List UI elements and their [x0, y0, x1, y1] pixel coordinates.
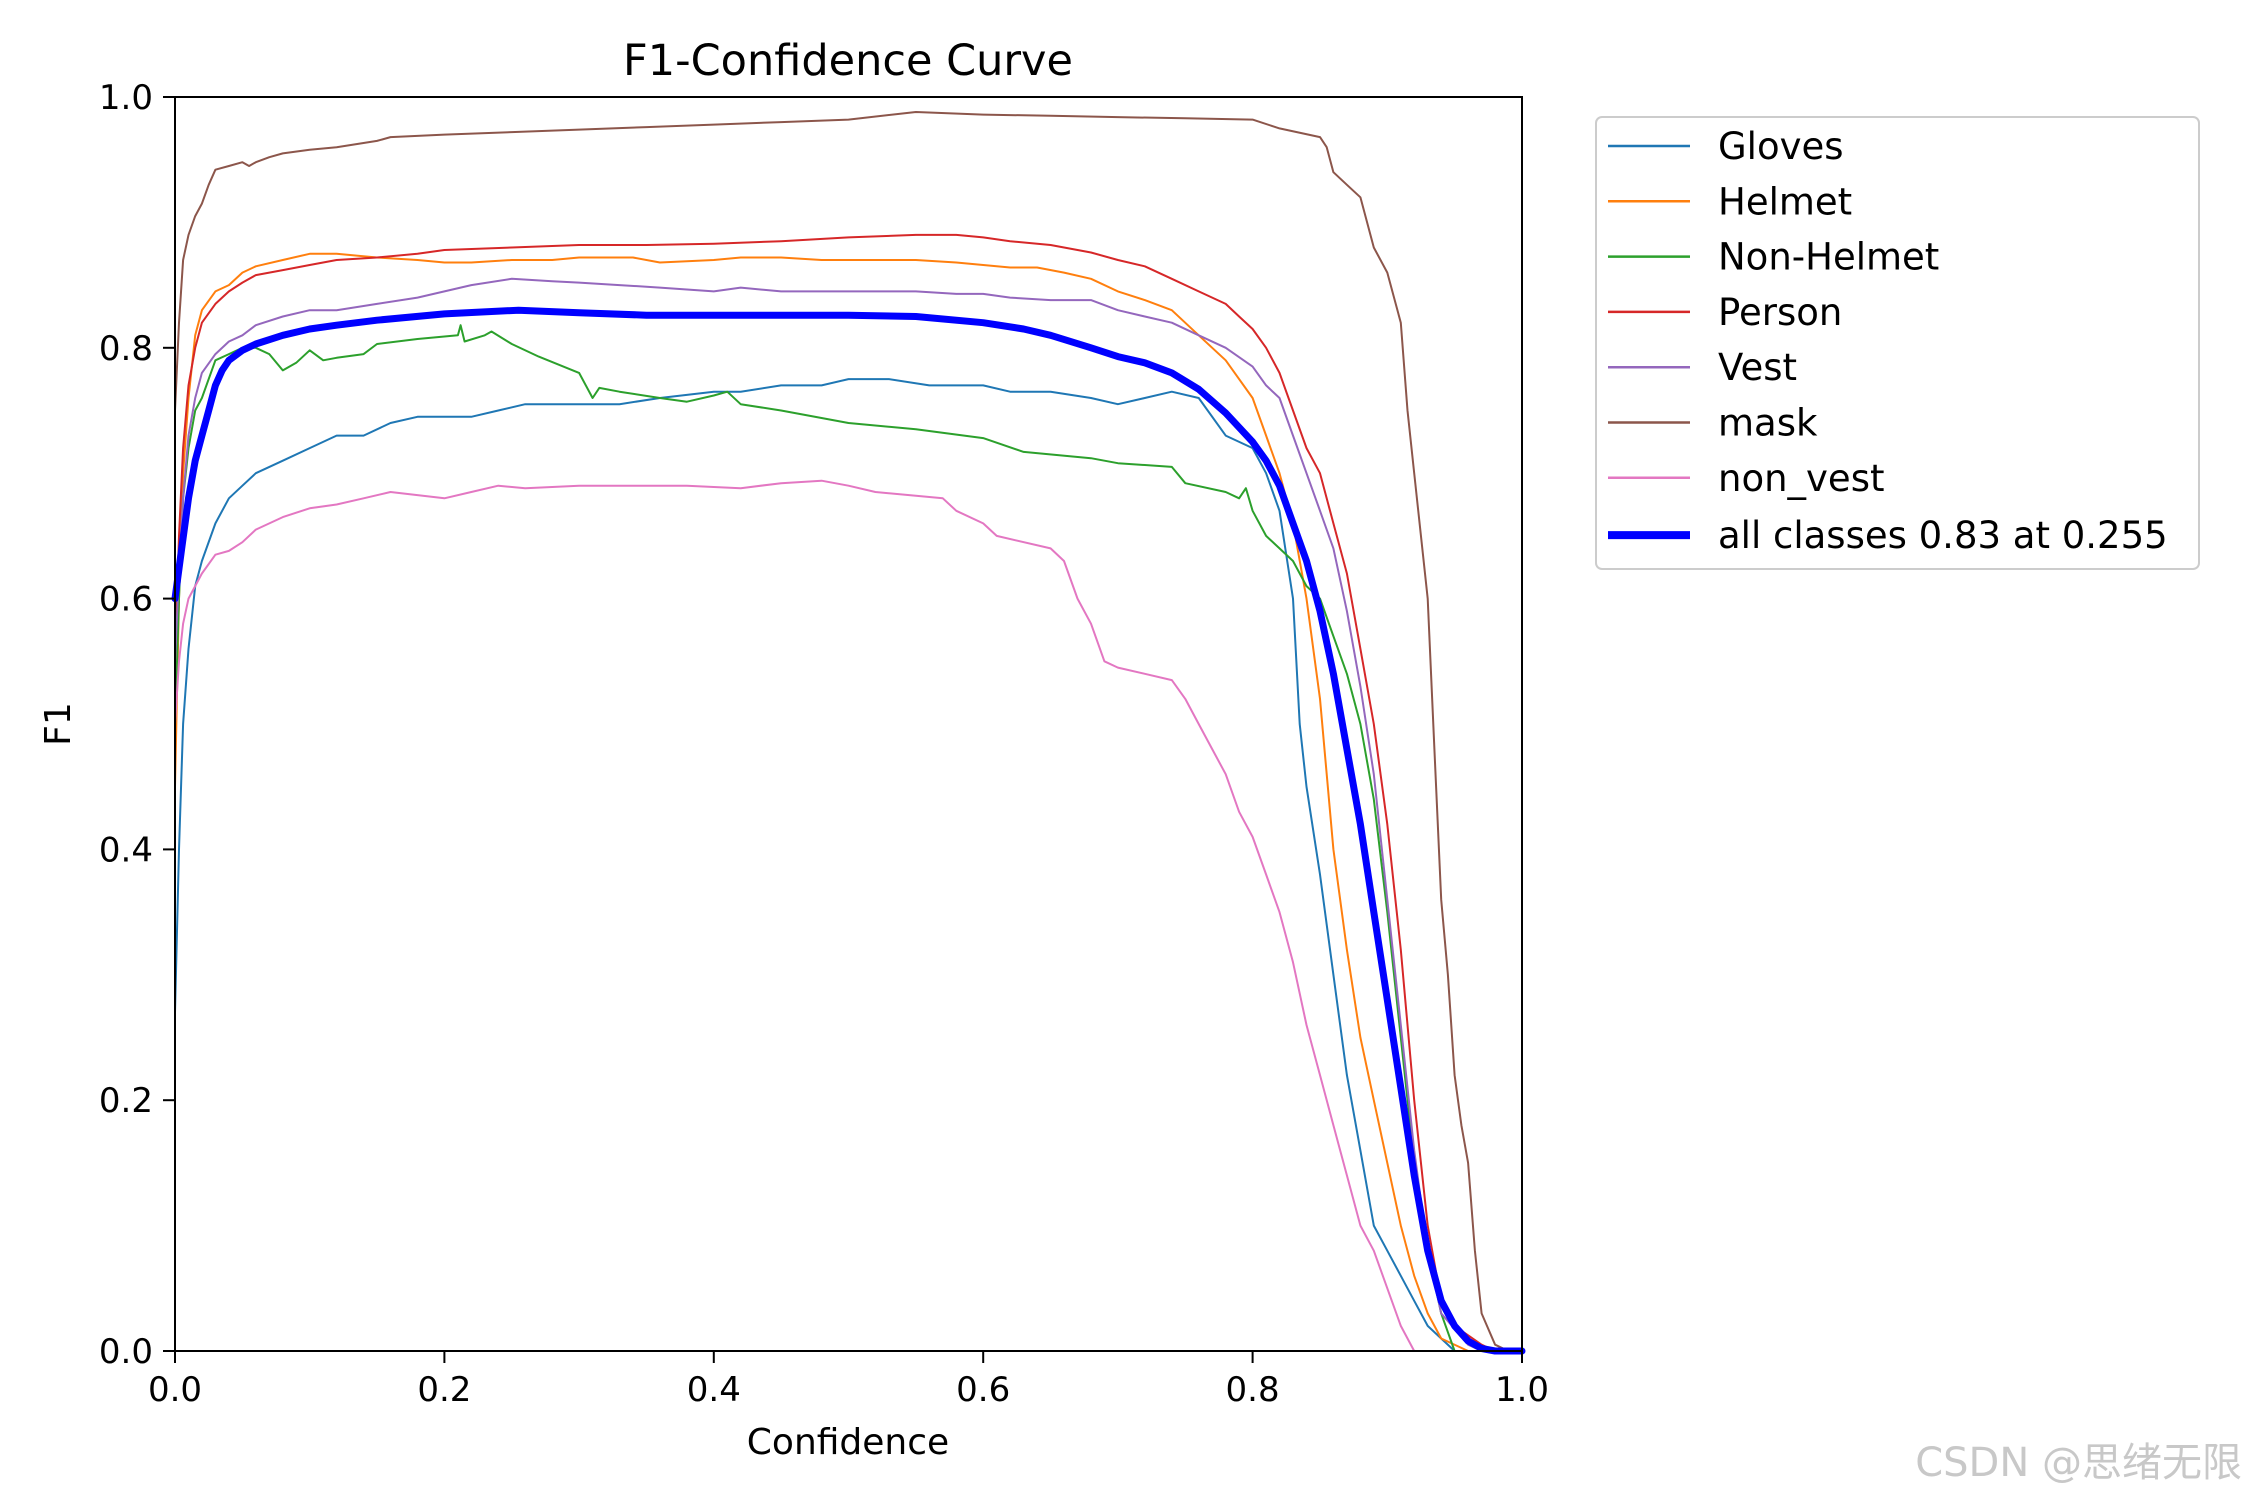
legend-frame	[1595, 116, 2200, 570]
legend-label-1: Helmet	[1718, 180, 1852, 223]
legend-label-7: all classes 0.83 at 0.255	[1718, 514, 2168, 557]
y-tick-label: 0.0	[99, 1332, 153, 1372]
series-line-1	[174, 252, 1470, 1352]
series-line-5	[174, 111, 1523, 1352]
watermark: CSDN @思绪无限	[1915, 1440, 2242, 1486]
y-axis: 0.0 0.2 0.4 0.6 0.8 1.0	[99, 78, 175, 1372]
y-tick-label: 1.0	[99, 78, 153, 118]
y-tick-label: 0.2	[99, 1081, 153, 1121]
series-line-2	[174, 324, 1456, 1352]
plot-area-frame	[174, 96, 1523, 1352]
legend-label-3: Person	[1718, 291, 1842, 334]
y-tick-label: 0.6	[99, 580, 153, 620]
y-tick-label: 0.8	[99, 329, 153, 369]
legend-label-4: Vest	[1718, 346, 1797, 389]
legend: Gloves Helmet Non-Helmet Person Vest mask non_…	[1595, 116, 2200, 570]
x-axis: 0.0 0.2 0.4 0.6 0.8 1.0	[148, 1351, 1549, 1410]
x-axis-label: Confidence	[747, 1422, 949, 1463]
series-line-6	[174, 479, 1416, 1352]
series-line-7	[171, 306, 1526, 1355]
x-tick-label: 1.0	[1495, 1370, 1549, 1410]
legend-label-5: mask	[1718, 402, 1818, 445]
chart-title: F1-Confidence Curve	[623, 36, 1073, 86]
legend-label-6: non_vest	[1718, 457, 1884, 500]
x-tick-label: 0.8	[1226, 1370, 1280, 1410]
y-tick-label: 0.4	[99, 830, 153, 870]
x-tick-label: 0.0	[148, 1370, 202, 1410]
series-line-4	[174, 277, 1483, 1352]
x-tick-label: 0.2	[417, 1370, 471, 1410]
series-layer	[171, 111, 1526, 1355]
x-tick-label: 0.4	[687, 1370, 741, 1410]
legend-label-0: Gloves	[1718, 125, 1844, 168]
y-axis-label: F1	[38, 702, 79, 746]
series-line-0	[174, 378, 1456, 1352]
series-line-3	[174, 233, 1497, 1352]
x-tick-label: 0.6	[956, 1370, 1010, 1410]
legend-label-2: Non-Helmet	[1718, 236, 1939, 279]
